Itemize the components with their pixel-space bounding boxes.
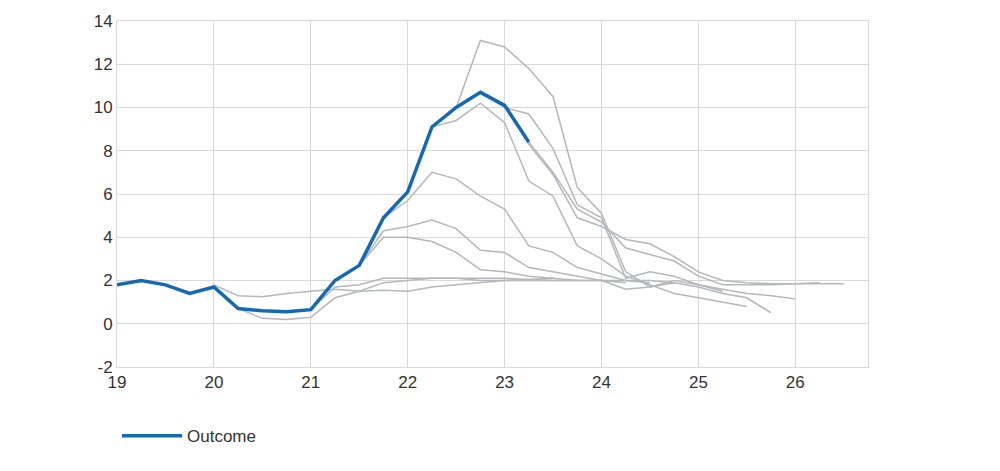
svg-text:23: 23: [495, 373, 514, 392]
svg-text:Outcome: Outcome: [187, 427, 256, 446]
svg-text:10: 10: [94, 98, 113, 117]
svg-text:19: 19: [108, 373, 127, 392]
svg-text:12: 12: [94, 55, 113, 74]
svg-text:0: 0: [103, 315, 112, 334]
svg-text:24: 24: [592, 373, 611, 392]
svg-text:26: 26: [786, 373, 805, 392]
svg-text:4: 4: [103, 228, 112, 247]
svg-text:25: 25: [689, 373, 708, 392]
svg-text:21: 21: [301, 373, 320, 392]
svg-text:6: 6: [103, 185, 112, 204]
svg-text:8: 8: [103, 142, 112, 161]
svg-text:22: 22: [398, 373, 417, 392]
svg-text:14: 14: [94, 12, 113, 31]
svg-text:20: 20: [204, 373, 223, 392]
svg-text:2: 2: [103, 271, 112, 290]
svg-text:-2: -2: [97, 358, 112, 377]
